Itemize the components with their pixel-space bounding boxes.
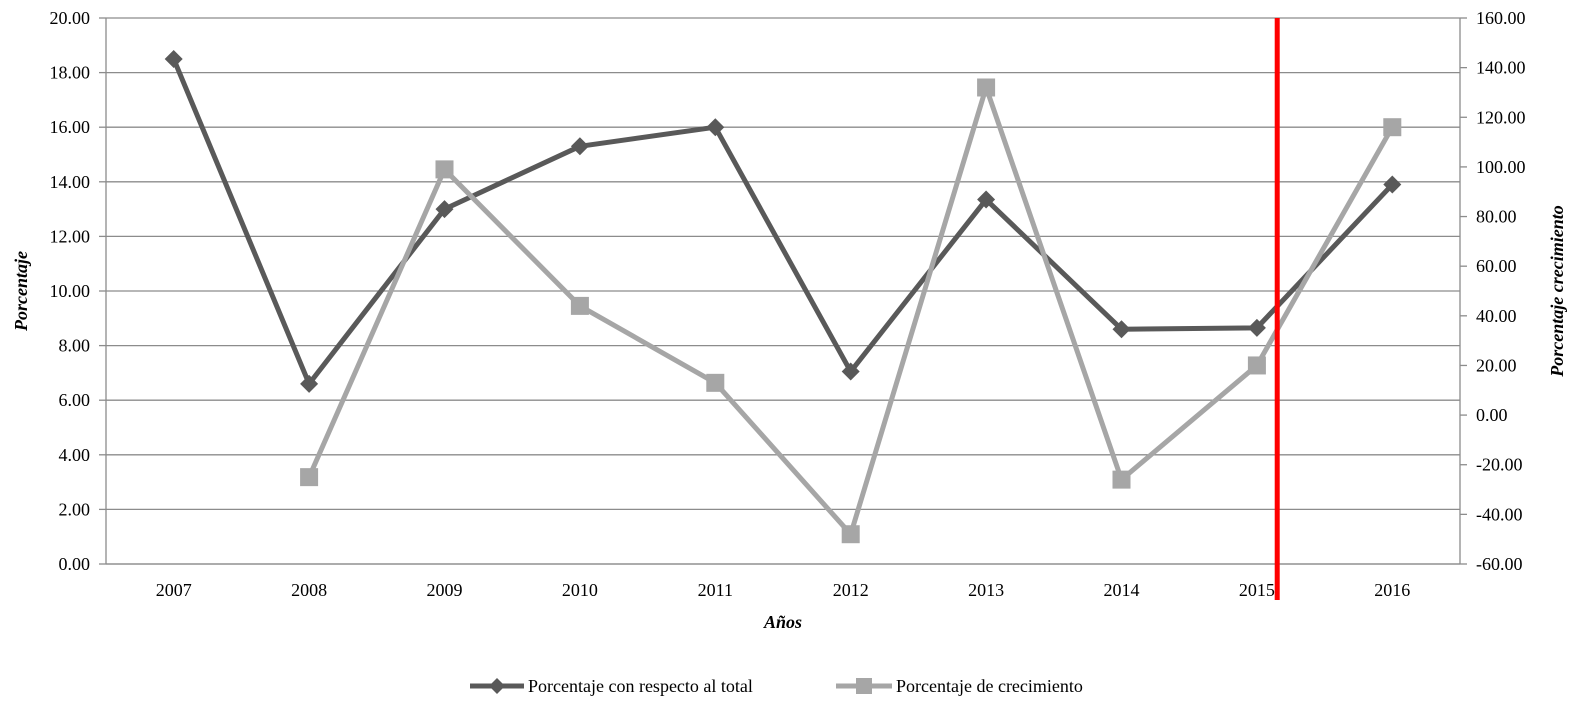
y2-tick-label: 20.00	[1476, 355, 1517, 375]
y2-tick-label: -20.00	[1476, 455, 1523, 475]
series-line-1	[171, 57, 1395, 387]
legend-square-marker	[856, 678, 872, 694]
y2-tick-label: 0.00	[1476, 405, 1508, 425]
x-axis-title: Años	[763, 612, 802, 632]
square-marker	[1112, 470, 1131, 489]
diamond-marker	[1112, 320, 1131, 339]
x-tick-label: 2014	[1104, 580, 1140, 600]
diamond-marker	[706, 118, 725, 137]
diamond-marker	[570, 137, 589, 156]
y2-tick-label: -40.00	[1476, 504, 1523, 524]
legend-item-porcentaje-total: Porcentaje con respecto al total	[470, 676, 753, 696]
square-marker	[300, 468, 319, 487]
legend: Porcentaje con respecto al total Porcent…	[470, 676, 1083, 696]
y-tick-label: 0.00	[59, 554, 91, 574]
x-tick-label: 2008	[291, 580, 327, 600]
y-tick-label: 6.00	[59, 390, 91, 410]
y-tick-label: 8.00	[59, 336, 91, 356]
x-tick-label: 2010	[562, 580, 598, 600]
y-tick-label: 20.00	[50, 8, 91, 28]
y2-tick-label: 40.00	[1476, 306, 1517, 326]
y2-tick-label: 100.00	[1476, 157, 1526, 177]
square-marker	[841, 525, 860, 544]
y2-tick-label: -60.00	[1476, 554, 1523, 574]
y-tick-label: 4.00	[59, 445, 91, 465]
square-marker	[1383, 118, 1402, 137]
legend-label: Porcentaje con respecto al total	[528, 676, 753, 696]
diamond-marker	[841, 362, 860, 381]
y2-tick-label: 80.00	[1476, 207, 1517, 227]
x-tick-label: 2009	[427, 580, 463, 600]
x-tick-label: 2011	[698, 580, 733, 600]
diamond-marker	[300, 374, 319, 393]
diamond-marker	[1383, 175, 1402, 194]
tick-labels: 0.00 2.00 4.00 6.00 8.00 10.00 12.00 14.00 16.00…	[50, 8, 1526, 600]
y-tick-label: 2.00	[59, 499, 91, 519]
y2-tick-label: 140.00	[1476, 58, 1526, 78]
square-marker	[1247, 356, 1266, 375]
series-line-2	[306, 84, 1395, 537]
y2-axis-title: Porcentaje crecimiento	[1547, 205, 1567, 377]
series-lines	[164, 49, 1402, 544]
y-tick-label: 10.00	[50, 281, 91, 301]
x-tick-label: 2012	[833, 580, 869, 600]
diamond-marker	[977, 190, 996, 209]
y2-tick-label: 120.00	[1476, 107, 1526, 127]
square-marker	[977, 78, 996, 97]
x-tick-label: 2013	[968, 580, 1004, 600]
x-tick-label: 2016	[1374, 580, 1410, 600]
diamond-marker	[1247, 318, 1266, 337]
y2-tick-label: 60.00	[1476, 256, 1517, 276]
y-tick-label: 16.00	[50, 117, 91, 137]
gridlines	[106, 17, 1460, 565]
y-tick-label: 12.00	[50, 226, 91, 246]
y-axis-title: Porcentaje	[11, 251, 31, 332]
axes	[99, 17, 1467, 565]
square-marker	[435, 160, 454, 179]
diamond-marker	[435, 200, 454, 219]
x-tick-label: 2015	[1239, 580, 1275, 600]
legend-item-porcentaje-crecimiento: Porcentaje de crecimiento	[836, 676, 1083, 696]
x-tick-label: 2007	[156, 580, 192, 600]
legend-diamond-marker	[489, 678, 505, 694]
y-tick-label: 18.00	[50, 63, 91, 83]
legend-label: Porcentaje de crecimiento	[896, 676, 1083, 696]
diamond-marker	[164, 49, 183, 68]
square-marker	[706, 373, 725, 392]
y-tick-label: 14.00	[50, 172, 91, 192]
y2-tick-label: 160.00	[1476, 8, 1526, 28]
square-marker	[570, 296, 589, 315]
